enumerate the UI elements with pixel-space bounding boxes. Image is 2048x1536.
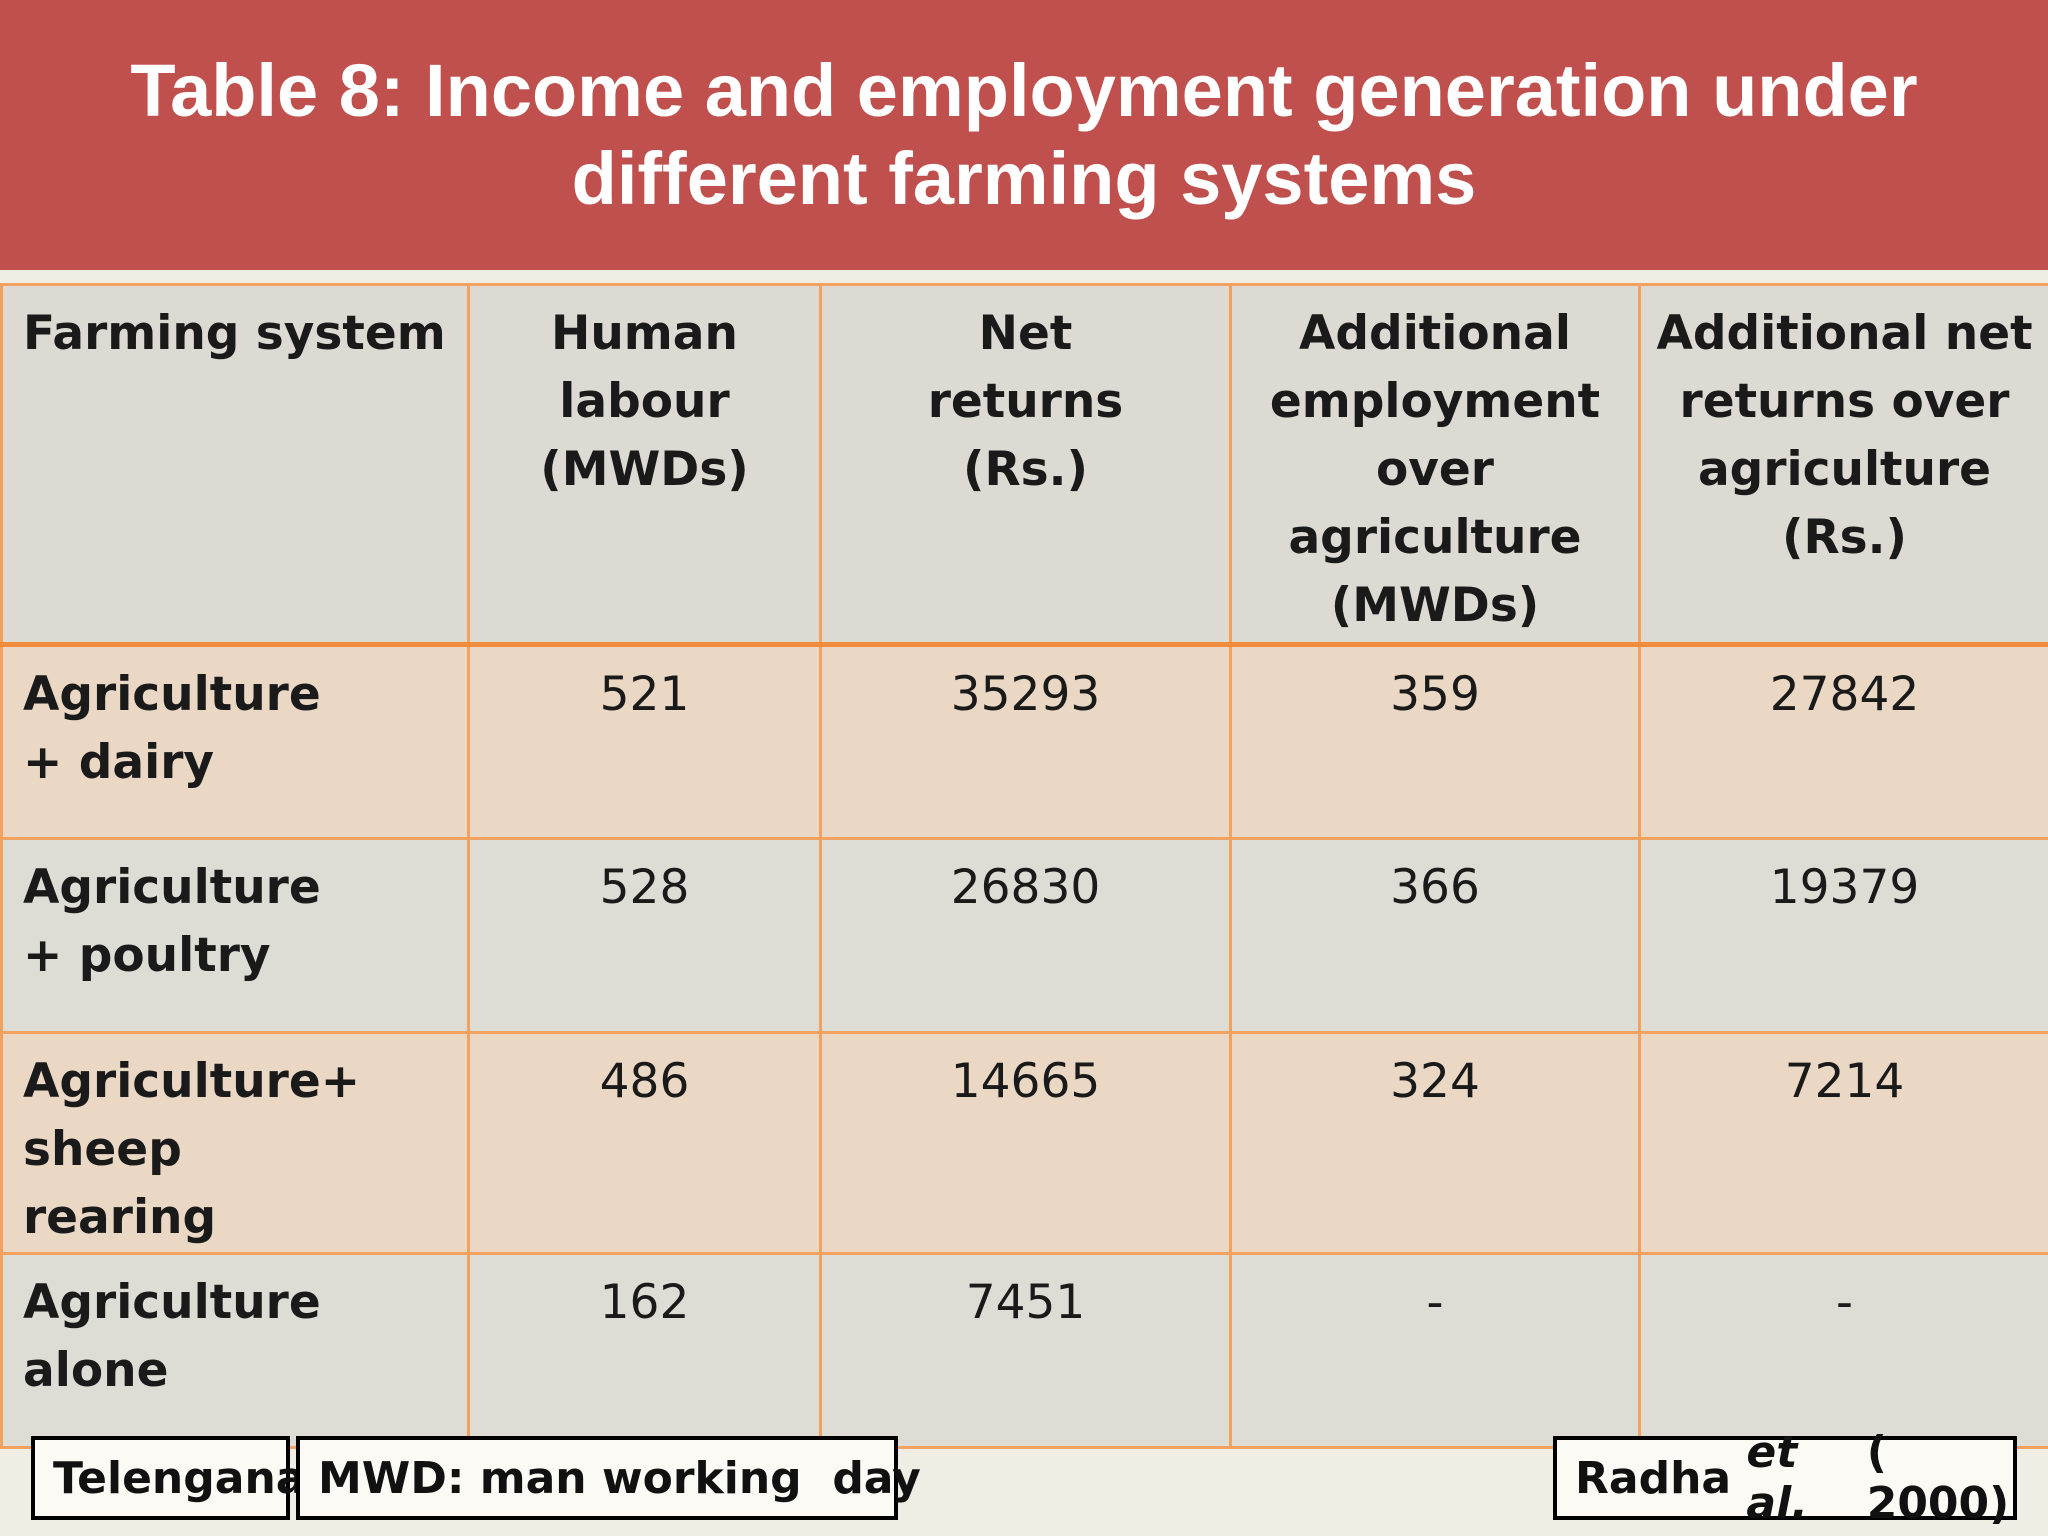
table-cell: 359 — [1229, 643, 1641, 840]
row-label: Agriculture + poultry — [0, 837, 470, 1034]
farming-systems-table: Farming system Human labour (MWDs) Net r… — [0, 283, 2048, 1449]
table-cell: 35293 — [819, 643, 1232, 840]
row-label: Agriculture + dairy — [0, 643, 470, 840]
table-cell: - — [1229, 1252, 1641, 1449]
title-banner: Table 8: Income and employment generatio… — [0, 0, 2048, 270]
table-cell: 27842 — [1638, 643, 2048, 840]
table-row: Agriculture + poultry 528 26830 366 1937… — [0, 837, 2048, 1034]
table-cell: 7451 — [819, 1252, 1232, 1449]
table-cell: 528 — [467, 837, 822, 1034]
column-header: Net returns (Rs.) — [819, 283, 1232, 647]
region-text: Telengana — [53, 1452, 306, 1504]
table-cell: 366 — [1229, 837, 1641, 1034]
citation-etal: et al. — [1746, 1427, 1808, 1529]
citation: Radha et al. ( 2000) — [1553, 1427, 2017, 1529]
table-cell: 26830 — [819, 837, 1232, 1034]
abbreviation-text: MWD: man working day — [318, 1452, 921, 1504]
column-header: Additional employment over agriculture (… — [1229, 283, 1641, 647]
abbreviation-note: MWD: man working day — [296, 1436, 921, 1520]
table-cell: 19379 — [1638, 837, 2048, 1034]
table-cell: 486 — [467, 1031, 822, 1255]
row-label: Agriculture alone — [0, 1252, 470, 1449]
table-row: Agriculture + dairy 521 35293 359 27842 — [0, 643, 2048, 840]
column-header: Human labour (MWDs) — [467, 283, 822, 647]
citation-author: Radha — [1575, 1452, 1732, 1504]
table-cell: - — [1638, 1252, 2048, 1449]
table-row: Agriculture alone 162 7451 - - — [0, 1252, 2048, 1449]
table-cell: 162 — [467, 1252, 822, 1449]
region-label: Telengana — [31, 1436, 305, 1520]
table-row: Agriculture+ sheep rearing 486 14665 324… — [0, 1031, 2048, 1255]
citation-year: ( 2000) — [1866, 1427, 2010, 1529]
table-cell: 324 — [1229, 1031, 1641, 1255]
row-label: Agriculture+ sheep rearing — [0, 1031, 470, 1255]
column-header: Farming system — [0, 283, 470, 647]
table-header-row: Farming system Human labour (MWDs) Net r… — [0, 283, 2048, 647]
table-cell: 14665 — [819, 1031, 1232, 1255]
column-header: Additional net returns over agriculture … — [1638, 283, 2048, 647]
page-title: Table 8: Income and employment generatio… — [130, 49, 1918, 220]
table-cell: 521 — [467, 643, 822, 840]
table-cell: 7214 — [1638, 1031, 2048, 1255]
